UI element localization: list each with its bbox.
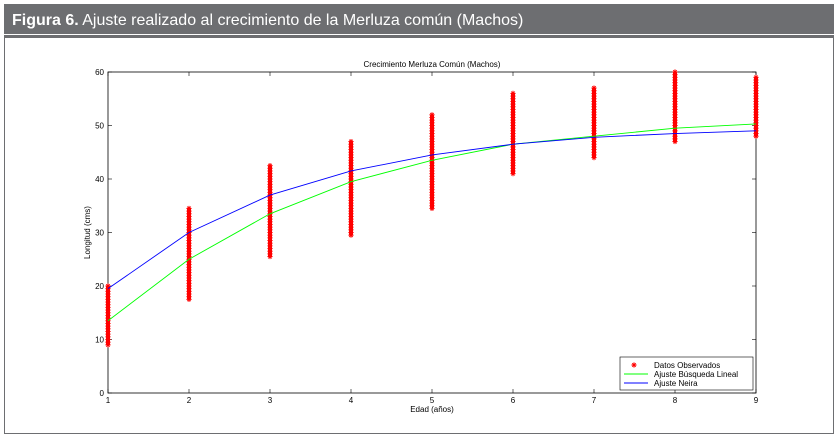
y-tick-label: 60: [95, 68, 104, 77]
x-tick-label: 4: [349, 396, 354, 405]
figure-label: Figura 6.: [12, 12, 79, 29]
x-tick-label: 7: [592, 396, 597, 405]
legend-box: [619, 356, 754, 391]
y-tick-label: 10: [95, 336, 104, 345]
legend-label: Datos Observados: [654, 361, 720, 370]
observed-point: [591, 85, 597, 91]
marker-stroke: [348, 139, 354, 144]
marker-stroke: [186, 206, 192, 211]
x-tick-label: 3: [268, 396, 273, 405]
plot-area: Crecimiento Merluza Común (Machos) 1 2 3 4 5 6…: [83, 60, 759, 414]
x-tick-label: 1: [106, 396, 111, 405]
x-tick-label: 2: [187, 396, 192, 405]
y-tick-label: 0: [100, 389, 105, 398]
marker-stroke: [429, 112, 435, 117]
observed-point: [429, 112, 435, 118]
marker-stroke: [753, 75, 759, 80]
marker-stroke: [510, 91, 516, 96]
observed-point: [510, 90, 516, 96]
marker-stroke: [105, 283, 111, 289]
figure-title: Figura 6. Ajuste realizado al crecimient…: [12, 10, 523, 32]
y-tick-label: 30: [95, 229, 104, 238]
marker-stroke: [672, 69, 678, 75]
header-stripe: [4, 34, 834, 35]
marker-stroke: [267, 163, 273, 168]
legend-label: Ajuste Neira: [654, 379, 698, 388]
x-tick-label: 6: [511, 396, 516, 405]
marker-stroke: [631, 362, 637, 368]
observed-point: [753, 74, 759, 80]
y-axis-label: Longitud (cms): [83, 206, 92, 259]
x-tick-label: 9: [754, 396, 759, 405]
fit-line: [107, 130, 757, 290]
fit-line: [107, 123, 757, 322]
observed-point: [186, 205, 192, 212]
chart-title: Crecimiento Merluza Común (Machos): [364, 60, 501, 69]
marker-stroke: [591, 85, 597, 91]
figure-caption: Ajuste realizado al crecimiento de la Me…: [82, 12, 524, 29]
legend-marker-observed: [631, 362, 637, 368]
x-tick-label: 5: [430, 396, 435, 405]
observed-point: [672, 69, 678, 75]
observed-point: [267, 163, 273, 169]
y-tick-label: 20: [95, 282, 104, 291]
legend-label: Ajuste Búsqueda Lineal: [654, 370, 738, 379]
x-tick-label: 8: [673, 396, 678, 405]
y-tick-label: 40: [95, 175, 104, 184]
y-tick-label: 50: [95, 122, 104, 131]
observed-point: [105, 283, 111, 289]
figure-header: Figura 6. Ajuste realizado al crecimient…: [4, 4, 834, 38]
observed-point: [348, 138, 354, 145]
x-axis-label: Edad (años): [410, 405, 454, 414]
